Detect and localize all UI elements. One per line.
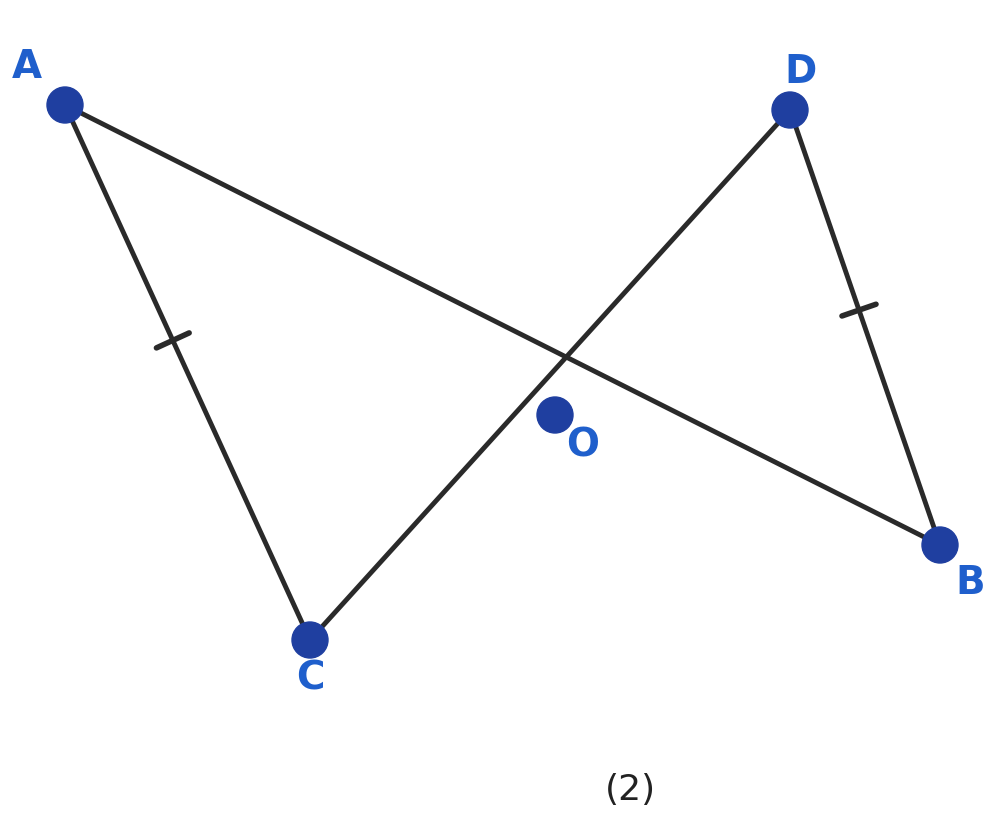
- Text: D: D: [783, 53, 816, 91]
- Text: A: A: [12, 48, 42, 86]
- Text: B: B: [955, 564, 985, 602]
- Circle shape: [772, 92, 808, 128]
- Circle shape: [922, 527, 958, 563]
- Circle shape: [47, 87, 83, 123]
- Text: (2): (2): [605, 773, 655, 807]
- Circle shape: [292, 622, 328, 658]
- Circle shape: [537, 397, 573, 433]
- Text: O: O: [566, 426, 600, 464]
- Text: C: C: [296, 659, 325, 697]
